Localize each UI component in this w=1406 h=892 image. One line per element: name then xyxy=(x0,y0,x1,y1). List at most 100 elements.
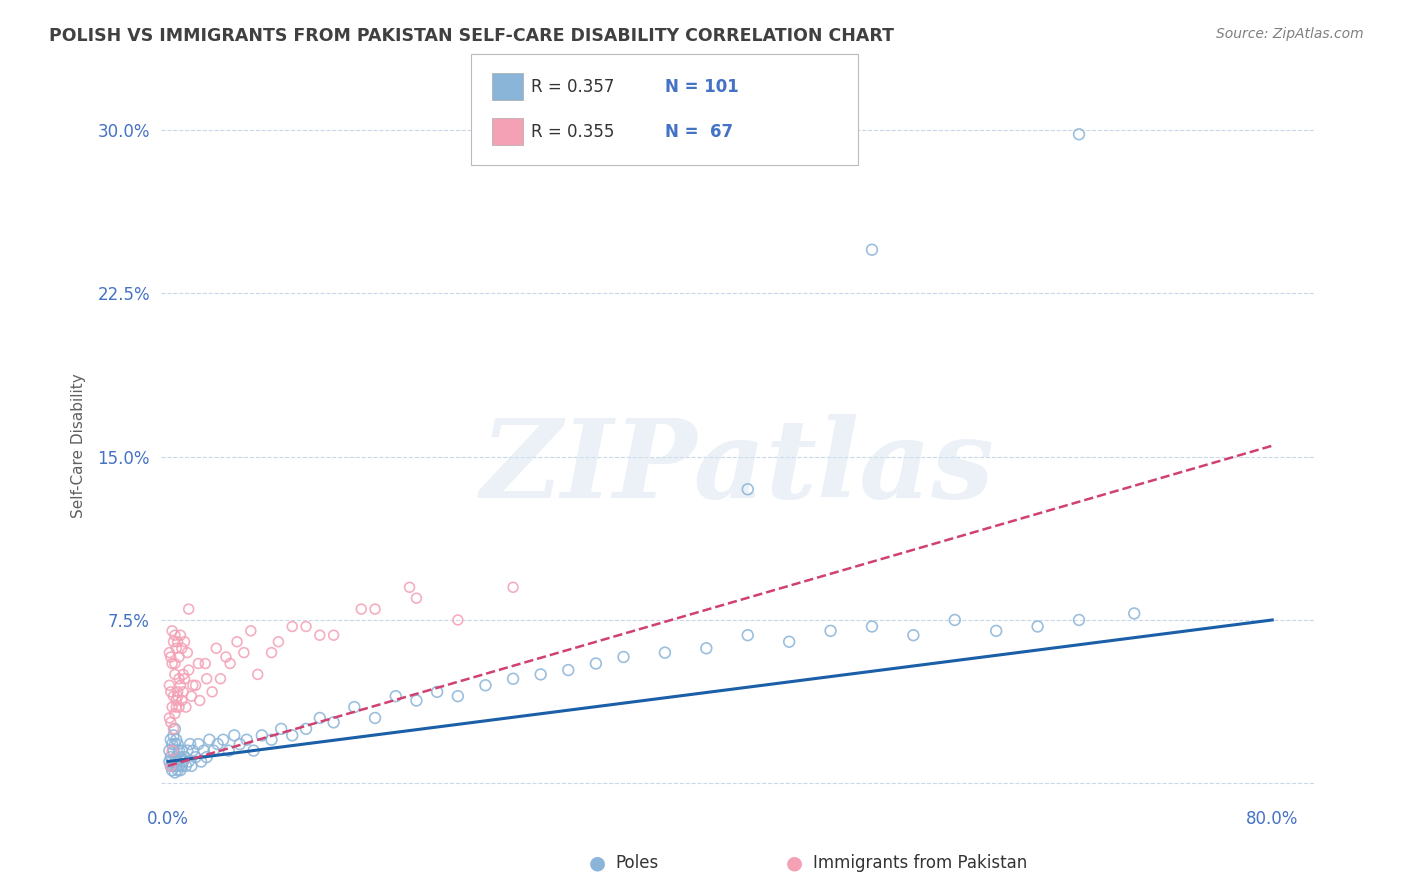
Point xyxy=(165,750,187,764)
Point xyxy=(177,755,200,769)
Point xyxy=(163,628,186,642)
Text: Source: ZipAtlas.com: Source: ZipAtlas.com xyxy=(1216,27,1364,41)
Point xyxy=(165,700,187,714)
Point xyxy=(209,672,232,686)
Point xyxy=(188,693,211,707)
Point xyxy=(176,646,198,660)
Point xyxy=(246,667,269,681)
Point xyxy=(160,700,183,714)
Point xyxy=(172,685,194,699)
Point xyxy=(322,628,344,642)
Point xyxy=(170,693,193,707)
Text: ZIPatlas: ZIPatlas xyxy=(481,414,994,521)
Point xyxy=(557,663,579,677)
Text: ●: ● xyxy=(589,854,606,873)
Point xyxy=(474,678,496,692)
Point xyxy=(295,722,318,736)
Point xyxy=(308,711,330,725)
Point xyxy=(184,678,207,692)
Point xyxy=(202,744,225,758)
Point xyxy=(163,722,186,736)
Point xyxy=(364,711,387,725)
Point xyxy=(398,580,420,594)
Point xyxy=(162,634,184,648)
Point xyxy=(160,744,183,758)
Point xyxy=(986,624,1008,638)
Point xyxy=(169,750,191,764)
Point xyxy=(820,624,842,638)
Point xyxy=(530,667,553,681)
Text: N = 101: N = 101 xyxy=(665,78,738,95)
Point xyxy=(165,641,187,656)
Point xyxy=(160,737,183,751)
Point xyxy=(187,737,209,751)
Point xyxy=(654,646,676,660)
Point xyxy=(170,759,193,773)
Point xyxy=(166,634,188,648)
Point xyxy=(163,765,186,780)
Point xyxy=(219,657,242,671)
Point xyxy=(160,755,183,769)
Point xyxy=(176,744,198,758)
Point xyxy=(163,657,186,671)
Point xyxy=(860,619,883,633)
Point xyxy=(195,750,218,764)
Point xyxy=(205,641,228,656)
Point xyxy=(162,728,184,742)
Point xyxy=(270,722,292,736)
Point xyxy=(212,732,235,747)
Point xyxy=(157,678,180,692)
Point xyxy=(163,706,186,721)
Point xyxy=(165,759,187,773)
Point xyxy=(1067,128,1090,142)
Point xyxy=(903,628,925,642)
Point xyxy=(162,744,184,758)
Point xyxy=(180,689,202,703)
Point xyxy=(166,685,188,699)
Point xyxy=(159,715,181,730)
Point xyxy=(215,650,238,665)
Point xyxy=(260,646,283,660)
Point xyxy=(737,483,759,497)
Point xyxy=(778,634,800,648)
Point xyxy=(167,744,190,758)
Point xyxy=(174,759,197,773)
Point xyxy=(184,750,207,764)
Point xyxy=(585,657,607,671)
Point xyxy=(166,755,188,769)
Point xyxy=(322,715,344,730)
Point xyxy=(239,624,262,638)
Point xyxy=(405,591,427,606)
Point xyxy=(187,657,209,671)
Point xyxy=(160,763,183,777)
Point xyxy=(181,678,204,692)
Point xyxy=(177,602,200,616)
Point xyxy=(159,732,181,747)
Text: R = 0.355: R = 0.355 xyxy=(531,123,614,141)
Point xyxy=(159,750,181,764)
Point xyxy=(170,744,193,758)
Point xyxy=(281,619,304,633)
Point xyxy=(170,641,193,656)
Point xyxy=(426,685,449,699)
Point xyxy=(179,737,201,751)
Point xyxy=(343,700,366,714)
Point xyxy=(181,744,204,758)
Point xyxy=(232,646,254,660)
Point xyxy=(159,759,181,773)
Point xyxy=(207,737,229,751)
Point xyxy=(308,628,330,642)
Point xyxy=(201,685,224,699)
Point xyxy=(162,689,184,703)
Point xyxy=(169,763,191,777)
Point xyxy=(166,737,188,751)
Point xyxy=(167,759,190,773)
Point xyxy=(350,602,373,616)
Point xyxy=(159,650,181,665)
Point xyxy=(167,700,190,714)
Text: N =  67: N = 67 xyxy=(665,123,733,141)
Point xyxy=(167,650,190,665)
Point xyxy=(177,663,200,677)
Y-axis label: Self-Care Disability: Self-Care Disability xyxy=(72,374,86,518)
Point xyxy=(860,243,883,257)
